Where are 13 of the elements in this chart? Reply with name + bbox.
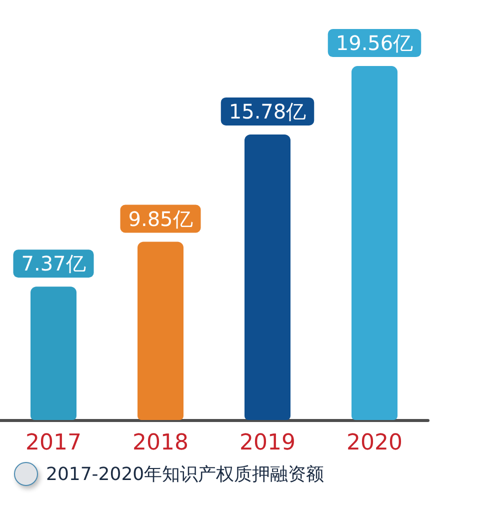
text: 2017-2020年知识产权质押融资额 (46, 463, 324, 486)
data-label: 9.85亿 (128, 206, 193, 231)
x-tick-label: 2019 (240, 430, 296, 456)
data-label: 19.56亿 (336, 31, 414, 56)
x-tick-label: 2018 (132, 430, 188, 456)
data-label: 15.78亿 (228, 99, 306, 124)
bar (30, 286, 76, 420)
x-tick-label: 2017 (26, 430, 82, 456)
bar (244, 134, 290, 420)
data-label: 7.37亿 (21, 252, 86, 276)
bar (138, 242, 184, 420)
bar (352, 66, 398, 420)
x-tick-label: 2020 (346, 430, 402, 456)
